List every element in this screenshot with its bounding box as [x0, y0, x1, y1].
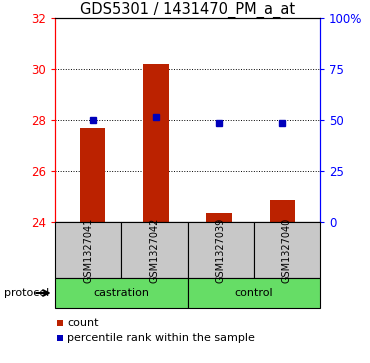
Text: count: count	[67, 318, 98, 328]
Title: GDS5301 / 1431470_PM_a_at: GDS5301 / 1431470_PM_a_at	[80, 2, 295, 18]
Text: GSM1327040: GSM1327040	[282, 217, 292, 283]
Bar	[269, 200, 295, 222]
Bar	[80, 128, 105, 222]
Text: GSM1327039: GSM1327039	[216, 217, 226, 283]
Text: protocol: protocol	[4, 288, 49, 298]
Text: castration: castration	[93, 288, 149, 298]
Bar	[206, 213, 232, 222]
Text: control: control	[235, 288, 273, 298]
Text: percentile rank within the sample: percentile rank within the sample	[67, 333, 255, 343]
Text: GSM1327042: GSM1327042	[149, 217, 159, 283]
Bar	[143, 64, 169, 222]
Text: GSM1327041: GSM1327041	[83, 217, 93, 283]
